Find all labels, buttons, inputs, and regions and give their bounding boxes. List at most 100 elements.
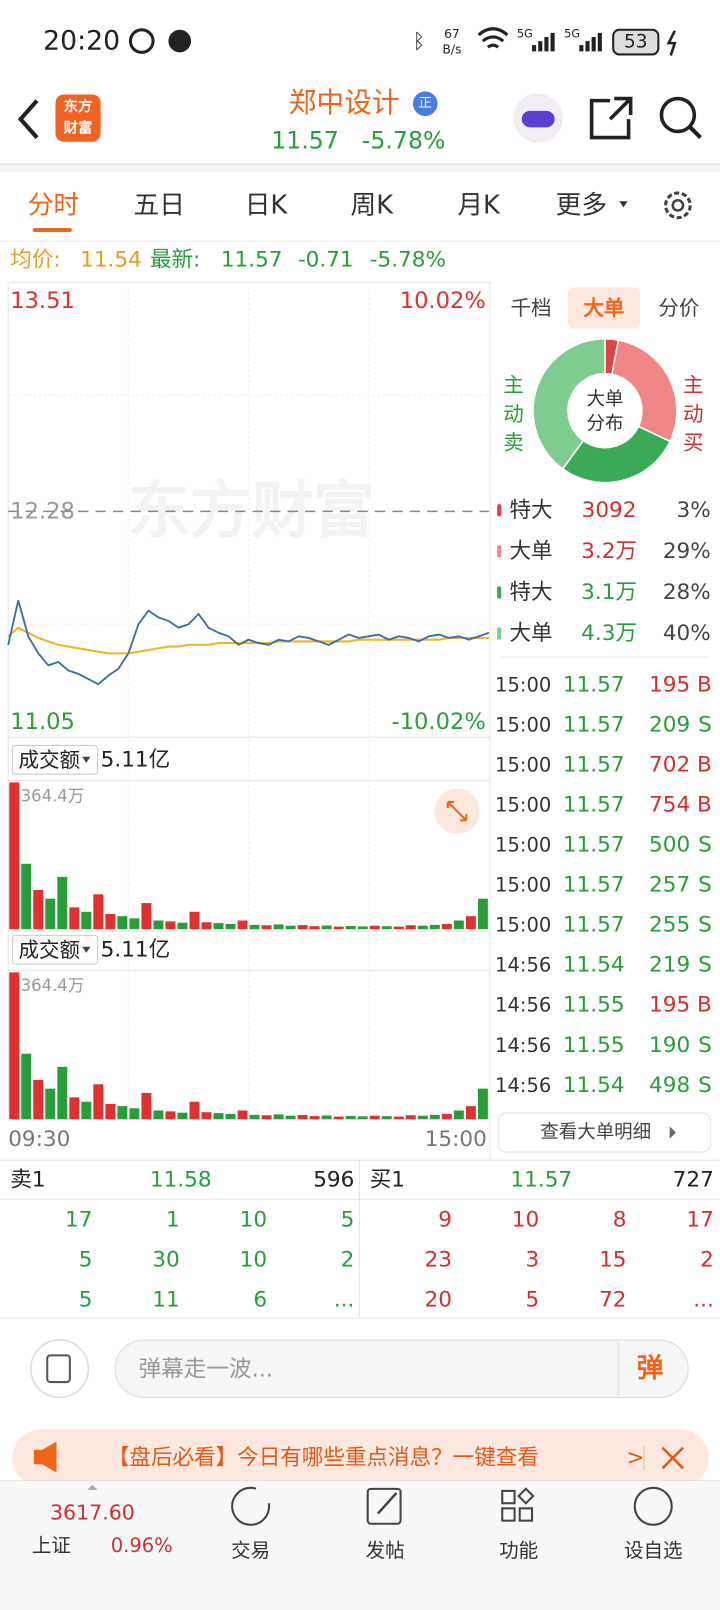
nav-item[interactable]: 设自选	[624, 1539, 683, 1562]
index-value[interactable]: 3617.60	[50, 1500, 135, 1524]
trade-volume: 754	[649, 793, 690, 818]
side-labels: 主动卖 主动买	[503, 373, 703, 454]
buy1-volume: 727	[673, 1167, 714, 1192]
panel-tab[interactable]: 大单	[583, 296, 624, 320]
volume-bar	[429, 924, 440, 930]
trade-volume: 190	[649, 1033, 690, 1058]
legend-pct: 3%	[677, 498, 711, 523]
index-pct: 0.96%	[111, 1534, 173, 1557]
volume-bar	[93, 1084, 104, 1120]
tab[interactable]: 日K	[245, 190, 289, 220]
header-change: -5.78%	[362, 127, 446, 155]
legend-amount: 3092	[582, 498, 637, 523]
legend-name: 特大	[509, 580, 552, 605]
danmaku-button[interactable]: 弹	[637, 1353, 664, 1384]
badge	[412, 91, 438, 117]
tab[interactable]: 五日	[134, 190, 185, 220]
volume-bar	[429, 1114, 440, 1120]
queue-volume: 10	[240, 1207, 267, 1232]
trade-price: 11.57	[563, 712, 625, 737]
volume-bar	[273, 924, 284, 930]
trade-icon	[231, 1486, 271, 1526]
volume-bar	[285, 1115, 296, 1120]
logo-text: 东方	[64, 97, 93, 115]
prev-close-label: 12.28	[10, 498, 75, 524]
volume-bar	[117, 1106, 128, 1120]
comment-icon-button[interactable]	[30, 1339, 90, 1399]
trade-volume: 702	[649, 752, 690, 777]
legend-name: 特大	[509, 498, 552, 523]
volume-bar	[261, 1115, 272, 1120]
donut-segment	[610, 339, 678, 443]
y-tick-label: 13.51	[10, 288, 75, 314]
legend-amount: 3.2万	[581, 539, 637, 564]
banner-arrow: >	[627, 1446, 645, 1471]
queue-volume: 20	[424, 1287, 451, 1312]
trade-volume: 500	[649, 833, 690, 858]
post-icon	[366, 1487, 402, 1525]
trade-time: 15:00	[495, 673, 551, 696]
volume-bar	[237, 920, 248, 930]
queue-volume: 5	[341, 1207, 355, 1232]
volume-bar	[321, 925, 332, 930]
tab[interactable]: 月K	[457, 190, 501, 220]
volume-bar	[237, 1110, 248, 1120]
queue-volume: 6	[253, 1287, 267, 1312]
banner-close[interactable]	[661, 1446, 684, 1470]
nav-item[interactable]: 发帖	[366, 1539, 405, 1562]
comment-input[interactable]	[114, 1339, 689, 1398]
share-button[interactable]	[589, 96, 633, 140]
signal-icon	[532, 32, 555, 52]
panel-tab[interactable]: 分价	[658, 296, 699, 320]
banner[interactable]	[12, 1429, 709, 1487]
back-button[interactable]	[17, 99, 39, 139]
volume-bar	[9, 782, 20, 930]
detail-button[interactable]	[497, 1112, 712, 1153]
index-arrow	[87, 1484, 98, 1490]
sell1-volume: 596	[313, 1167, 354, 1192]
nav-item[interactable]: 功能	[499, 1539, 538, 1562]
volume-bar	[45, 1088, 56, 1120]
panel-tab[interactable]: 千档	[510, 296, 551, 320]
trade-price: 11.57	[563, 873, 625, 898]
volume-selector[interactable]	[11, 744, 99, 775]
trade-side: S	[698, 953, 712, 978]
tab[interactable]: 周K	[351, 190, 395, 220]
time-label: 15:00	[425, 1127, 487, 1152]
volume-bar	[57, 876, 68, 930]
volume-bar	[453, 1110, 464, 1120]
trade-volume: 195	[649, 672, 690, 697]
nav-item[interactable]: 交易	[231, 1539, 270, 1562]
trade-volume: 255	[649, 913, 690, 938]
settings-button[interactable]	[664, 191, 692, 220]
trade-side: S	[698, 1073, 712, 1098]
more-arrow	[619, 201, 628, 208]
queue-volume: 2	[341, 1247, 355, 1272]
sell-side-label: 动	[503, 402, 524, 426]
volume-bar	[165, 921, 176, 930]
trade-side: S	[698, 712, 712, 737]
donut-segment	[561, 425, 672, 484]
tab[interactable]: 分时	[28, 190, 79, 220]
volume-bar	[441, 924, 452, 930]
index-name: 上证	[32, 1534, 71, 1557]
selector-arrow	[82, 946, 91, 953]
volume-bar	[45, 898, 56, 930]
tab[interactable]: 更多	[556, 190, 607, 220]
latest-pct: -5.78%	[370, 247, 446, 272]
donut-center: 分布	[586, 414, 623, 435]
volume-bar	[285, 925, 296, 930]
queue-volume: 23	[424, 1247, 451, 1272]
volume-max: 3364.4万	[10, 976, 84, 995]
trade-time: 14:56	[495, 1034, 551, 1057]
expand-icon	[446, 800, 468, 822]
badge-text: 正	[419, 96, 432, 111]
volume-bar	[33, 889, 44, 930]
search-button[interactable]	[659, 96, 697, 134]
trade-time: 14:56	[495, 1074, 551, 1097]
volume-selector[interactable]	[11, 934, 99, 965]
func-icon	[501, 1507, 516, 1522]
legend-name: 大单	[509, 621, 552, 646]
